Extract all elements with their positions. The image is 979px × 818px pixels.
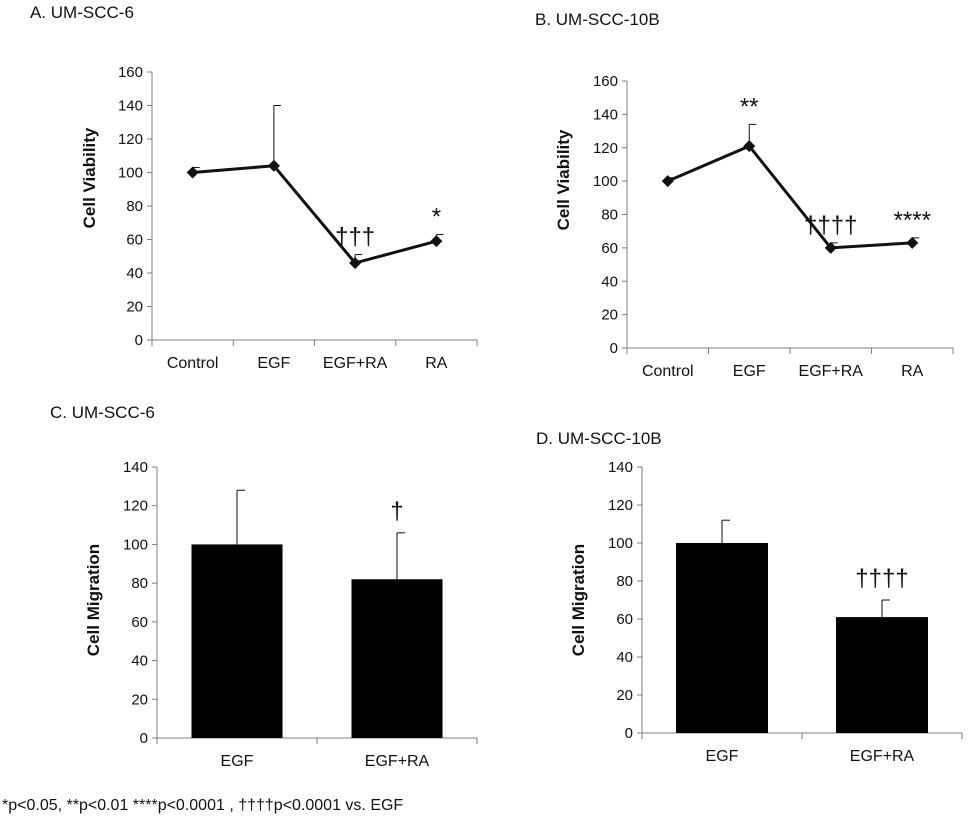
- panel-c-y-tick-label: 100: [123, 536, 148, 553]
- panel-d-y-tick-label: 0: [625, 725, 633, 742]
- panel-a-y-tick-label: 60: [126, 232, 143, 249]
- panel-c-category-label: EGF+RA: [365, 753, 430, 770]
- panel-b-y-axis-label: Cell Viability: [554, 129, 573, 230]
- panel-a-y-tick-label: 120: [118, 131, 143, 148]
- panel-d-bar: [676, 543, 768, 733]
- panel-a-y-axis-label: Cell Viability: [80, 127, 99, 228]
- panel-b-data-point: [743, 140, 756, 153]
- panel-b-category-label: Control: [642, 363, 694, 380]
- panel-d-significance-marker: ††††: [855, 565, 908, 592]
- panel-a-y-tick-label: 80: [126, 198, 143, 215]
- panel-d-category-label: EGF+RA: [850, 748, 915, 765]
- panel-b-significance-marker: **: [740, 93, 759, 120]
- panel-d-y-tick-label: 80: [616, 573, 633, 590]
- panel-a-data-point: [186, 166, 199, 179]
- panel-d-y-tick-label: 140: [608, 459, 633, 476]
- panel-c-cell-migration: C. UM-SCC-6 Cell Migration 0 20 40 60 80 100 1…: [50, 403, 478, 770]
- panel-b-significance-marker: ****: [894, 207, 931, 234]
- panel-c-category-label: EGF: [221, 753, 254, 770]
- panel-b-category-label: EGF+RA: [799, 363, 864, 380]
- panel-d-y-tick-label: 120: [608, 497, 633, 514]
- panel-b-cell-viability: B. UM-SCC-10B Cell Viability 0 20 40 60 80 10…: [535, 10, 954, 380]
- panel-b-y-tick-label: 20: [601, 307, 618, 324]
- panel-d-y-tick-label: 100: [608, 535, 633, 552]
- panel-b-category-label: RA: [901, 363, 924, 380]
- panel-c-y-tick-label: 140: [123, 459, 148, 476]
- panel-a-data-point: [349, 256, 362, 269]
- panel-a-y-tick-label: 160: [118, 64, 143, 81]
- panel-d-y-axis-label: Cell Migration: [569, 544, 588, 656]
- panel-b-y-tick-label: 160: [593, 73, 618, 90]
- panel-b-data-point: [906, 236, 919, 249]
- panel-a-category-label: RA: [425, 355, 448, 372]
- panel-c-bar: [351, 579, 443, 738]
- panel-c-y-tick-label: 40: [131, 653, 148, 670]
- panel-a-y-tick-label: 100: [118, 165, 143, 182]
- panel-b-data-point: [824, 241, 837, 254]
- panel-a-category-label: EGF: [257, 355, 290, 372]
- panel-a-y-tick-label: 40: [126, 265, 143, 282]
- panel-b-significance-marker: ††††: [804, 212, 857, 239]
- panel-c-y-tick-label: 0: [140, 730, 148, 747]
- panel-a-y-tick-label: 20: [126, 299, 143, 316]
- panel-b-y-tick-label: 60: [601, 240, 618, 257]
- panel-b-y-tick-label: 120: [593, 140, 618, 157]
- panel-a-title: A. UM-SCC-6: [30, 3, 134, 22]
- panel-c-y-tick-label: 80: [131, 575, 148, 592]
- panel-a-series-line: [192, 164, 437, 265]
- panel-d-y-tick-label: 60: [616, 611, 633, 628]
- panel-a-category-label: EGF+RA: [323, 355, 388, 372]
- panel-d-category-label: EGF: [706, 748, 739, 765]
- panel-b-y-tick-label: 0: [610, 340, 618, 357]
- panel-a-data-point: [267, 159, 280, 172]
- panel-b-title: B. UM-SCC-10B: [535, 10, 660, 29]
- panel-a-y-tick-label: 0: [135, 332, 143, 349]
- panel-d-y-tick-label: 20: [616, 687, 633, 704]
- panel-c-y-tick-label: 120: [123, 498, 148, 515]
- panel-a-significance-marker: *: [432, 203, 441, 230]
- panel-a-significance-marker: †††: [335, 224, 375, 251]
- panel-c-y-tick-label: 60: [131, 614, 148, 631]
- panel-c-y-tick-label: 20: [131, 691, 148, 708]
- panel-d-cell-migration: D. UM-SCC-10B Cell Migration 0 20 40 60 80 10…: [536, 429, 963, 765]
- significance-footnote: *p<0.05, **p<0.01 ****p<0.0001 , ††††p<0…: [2, 797, 403, 814]
- panel-a-data-point: [430, 235, 443, 248]
- panel-d-title: D. UM-SCC-10B: [536, 429, 662, 448]
- panel-c-y-axis-label: Cell Migration: [84, 544, 103, 656]
- panel-d-bar: [836, 617, 928, 733]
- panel-a-cell-viability: A. UM-SCC-6 Cell Viability 0 20 40 60 80 100 1…: [30, 3, 478, 372]
- panel-c-title: C. UM-SCC-6: [50, 403, 155, 422]
- panel-a-y-tick-label: 140: [118, 98, 143, 115]
- panel-b-y-tick-label: 40: [601, 273, 618, 290]
- panel-b-series-line: [667, 144, 913, 250]
- panel-d-y-tick-label: 40: [616, 649, 633, 666]
- panel-a-category-label: Control: [167, 355, 219, 372]
- panel-c-significance-marker: †: [390, 498, 403, 525]
- panel-b-y-tick-label: 100: [593, 173, 618, 190]
- panel-c-bar: [191, 544, 283, 738]
- panel-b-y-tick-label: 140: [593, 106, 618, 123]
- panel-b-y-tick-label: 80: [601, 207, 618, 224]
- panel-b-data-point: [661, 175, 674, 188]
- panel-b-category-label: EGF: [733, 363, 766, 380]
